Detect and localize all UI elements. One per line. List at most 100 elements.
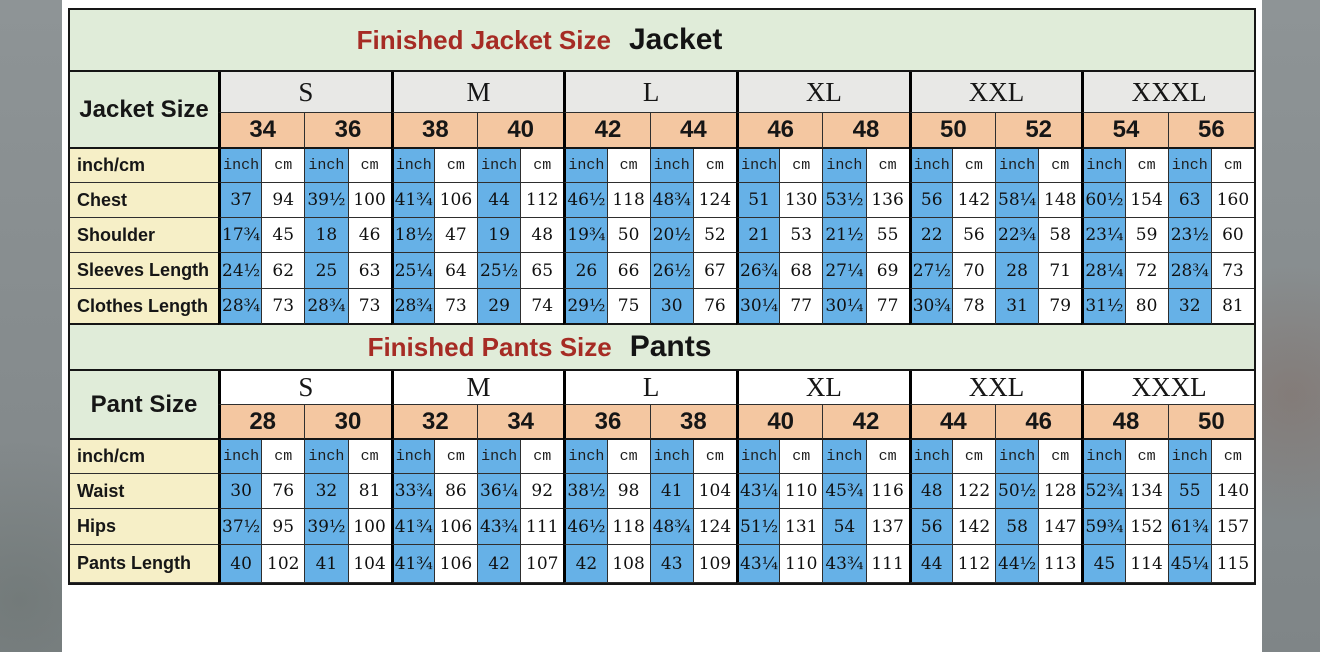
jacket-title: Finished Jacket Size Jacket [70, 10, 1254, 72]
data-cell: 24½ [218, 253, 262, 289]
jacket-title-bold-text: Jacket [628, 23, 723, 56]
unit-inch-header: inch [822, 440, 866, 474]
row-label-waist: Waist [70, 474, 218, 509]
data-cell: 73 [347, 289, 391, 325]
size-header-48: 48 [1081, 405, 1168, 440]
unit-cm-header: cm [520, 149, 564, 183]
data-cell: 43¾ [477, 509, 521, 545]
size-group-S: S [218, 72, 391, 113]
data-cell: 76 [261, 474, 305, 509]
size-header-34: 34 [218, 113, 305, 149]
data-cell: 44½ [995, 545, 1039, 583]
data-cell: 124 [692, 183, 736, 218]
jacket-size-table: Finished Jacket Size Jacket Jacket Size S 34… [70, 10, 1254, 325]
unit-cm-header: cm [779, 440, 823, 474]
data-cell: 116 [865, 474, 909, 509]
size-group-XXL: XXL [908, 72, 1082, 113]
unit-inch-header: inch [218, 149, 262, 183]
data-cell: 66 [606, 253, 650, 289]
data-cell: 56 [908, 183, 952, 218]
data-cell: 28¾ [304, 289, 348, 325]
size-header-38: 38 [649, 405, 736, 440]
data-cell: 109 [692, 545, 736, 583]
data-cell: 54 [822, 509, 866, 545]
unit-inch-header: inch [1167, 440, 1211, 474]
unit-cm-header: cm [606, 149, 650, 183]
data-cell: 30¼ [822, 289, 866, 325]
data-cell: 104 [347, 545, 391, 583]
data-cell: 45 [261, 218, 305, 253]
data-cell: 111 [520, 509, 564, 545]
data-cell: 55 [1167, 474, 1211, 509]
unit-inch-header: inch [1167, 149, 1211, 183]
data-cell: 74 [520, 289, 564, 325]
data-cell: 41¾ [390, 545, 434, 583]
unit-inch-header: inch [563, 149, 607, 183]
data-cell: 28¾ [1167, 253, 1211, 289]
data-cell: 27¼ [822, 253, 866, 289]
data-cell: 23¼ [1081, 218, 1125, 253]
data-cell: 25 [304, 253, 348, 289]
row-label-pants-length: Pants Length [70, 545, 218, 583]
unit-inch-header: inch [304, 149, 348, 183]
size-header-40: 40 [477, 113, 564, 149]
unit-cm-header: cm [433, 440, 477, 474]
data-cell: 41¾ [390, 509, 434, 545]
data-cell: 118 [606, 183, 650, 218]
jacket-unit-label: inch/cm [70, 149, 218, 183]
data-cell: 37½ [218, 509, 262, 545]
data-cell: 42 [477, 545, 521, 583]
unit-inch-header: inch [563, 440, 607, 474]
data-cell: 154 [1124, 183, 1168, 218]
size-header-44: 44 [908, 405, 995, 440]
data-cell: 148 [1038, 183, 1082, 218]
jacket-title-red-text: Finished Jacket Size [356, 24, 611, 55]
data-cell: 102 [261, 545, 305, 583]
size-header-50: 50 [908, 113, 995, 149]
size-header-56: 56 [1167, 113, 1254, 149]
data-cell: 42 [563, 545, 607, 583]
data-cell: 147 [1038, 509, 1082, 545]
size-group-XL: XL [736, 72, 909, 113]
data-cell: 28 [995, 253, 1039, 289]
unit-inch-header: inch [390, 440, 434, 474]
data-cell: 48 [520, 218, 564, 253]
data-cell: 45¾ [822, 474, 866, 509]
data-cell: 81 [347, 474, 391, 509]
unit-inch-header: inch [736, 440, 780, 474]
data-cell: 55 [865, 218, 909, 253]
data-cell: 142 [951, 509, 995, 545]
data-cell: 140 [1210, 474, 1254, 509]
data-cell: 112 [520, 183, 564, 218]
data-cell: 77 [779, 289, 823, 325]
unit-inch-header: inch [736, 149, 780, 183]
data-cell: 53 [779, 218, 823, 253]
size-header-34: 34 [477, 405, 564, 440]
data-cell: 21½ [822, 218, 866, 253]
pants-title: Finished Pants Size Pants [70, 325, 1254, 371]
data-cell: 52 [692, 218, 736, 253]
data-cell: 25¼ [390, 253, 434, 289]
size-header-48: 48 [822, 113, 909, 149]
data-cell: 51½ [736, 509, 780, 545]
data-cell: 58 [1038, 218, 1082, 253]
size-group-M: M [390, 371, 564, 405]
data-cell: 30 [218, 474, 262, 509]
data-cell: 95 [261, 509, 305, 545]
data-cell: 17¾ [218, 218, 262, 253]
data-cell: 43¾ [822, 545, 866, 583]
data-cell: 53½ [822, 183, 866, 218]
data-cell: 22¾ [995, 218, 1039, 253]
data-cell: 79 [1038, 289, 1082, 325]
size-header-32: 32 [390, 405, 477, 440]
row-label-hips: Hips [70, 509, 218, 545]
data-cell: 25½ [477, 253, 521, 289]
row-label-clothes-length: Clothes Length [70, 289, 218, 325]
data-cell: 36¼ [477, 474, 521, 509]
pants-corner-label: Pant Size [70, 371, 218, 440]
data-cell: 47 [433, 218, 477, 253]
data-cell: 29½ [563, 289, 607, 325]
data-cell: 118 [606, 509, 650, 545]
data-cell: 58 [995, 509, 1039, 545]
size-header-42: 42 [563, 113, 650, 149]
